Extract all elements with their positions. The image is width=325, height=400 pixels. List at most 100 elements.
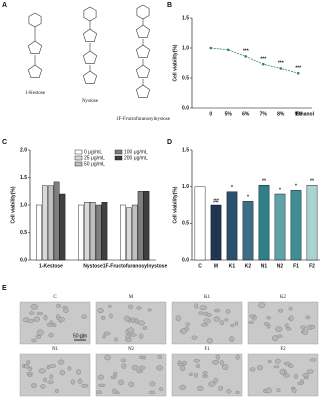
cell bbox=[306, 369, 314, 374]
bar bbox=[83, 202, 90, 261]
cell bbox=[208, 381, 216, 387]
annotation: *** bbox=[243, 49, 249, 55]
cell bbox=[191, 335, 198, 340]
bar bbox=[120, 204, 126, 261]
legend-swatch bbox=[74, 155, 83, 161]
cell bbox=[139, 333, 144, 340]
cell bbox=[156, 365, 164, 371]
x-axis-label: Ethanol bbox=[296, 111, 315, 117]
cell bbox=[36, 311, 44, 316]
bar bbox=[131, 204, 138, 261]
cell bbox=[31, 338, 37, 343]
legend-label: 50 μg/mL bbox=[84, 161, 105, 167]
cell bbox=[288, 364, 294, 368]
cell bbox=[189, 372, 193, 376]
cell bbox=[283, 361, 291, 366]
cell bbox=[142, 326, 148, 330]
image-label: N1 bbox=[52, 347, 59, 352]
bar bbox=[78, 204, 84, 261]
cell bbox=[49, 374, 54, 380]
cell bbox=[305, 315, 311, 320]
bar bbox=[210, 204, 222, 261]
cell bbox=[198, 311, 204, 315]
x-tick-label: 1-Kestose bbox=[39, 263, 63, 269]
cell bbox=[54, 388, 59, 393]
ring bbox=[82, 70, 98, 84]
cell bbox=[288, 306, 293, 311]
cell bbox=[266, 316, 272, 320]
cell bbox=[256, 365, 263, 371]
annotation: ** bbox=[310, 179, 314, 185]
cell bbox=[128, 381, 135, 387]
cell bbox=[195, 364, 201, 368]
cell bbox=[248, 321, 254, 324]
cell bbox=[271, 335, 279, 342]
cell bbox=[26, 360, 31, 365]
cell bbox=[52, 323, 57, 327]
cell bbox=[118, 379, 124, 386]
bar bbox=[137, 191, 144, 261]
cell bbox=[157, 355, 163, 359]
cell bbox=[127, 327, 135, 334]
cell bbox=[249, 367, 256, 372]
cell bbox=[202, 371, 208, 375]
bar bbox=[53, 181, 60, 261]
cell bbox=[302, 373, 310, 378]
cell bbox=[274, 358, 281, 364]
y-tick-label: 2.0 bbox=[20, 147, 27, 153]
data-point bbox=[261, 62, 265, 66]
legend-swatch bbox=[74, 149, 83, 155]
annotation: *** bbox=[295, 66, 301, 72]
cell bbox=[175, 315, 181, 322]
cell bbox=[193, 359, 200, 363]
x-tick-label: 1F-Fructofuranosylnystose bbox=[103, 263, 168, 269]
y-tick-label: 0.0 bbox=[182, 257, 189, 263]
x-tick-label: 6% bbox=[242, 111, 250, 117]
cell bbox=[218, 385, 224, 391]
x-tick-label: 9% bbox=[295, 111, 303, 117]
cell bbox=[179, 384, 186, 391]
ring bbox=[82, 28, 98, 42]
image-label: M bbox=[129, 295, 134, 300]
cell bbox=[275, 326, 283, 332]
panel-label: C bbox=[2, 139, 7, 146]
bar bbox=[226, 191, 238, 261]
cell bbox=[235, 354, 240, 360]
cell bbox=[46, 365, 51, 370]
cell bbox=[22, 317, 30, 323]
cell bbox=[23, 363, 30, 369]
cell bbox=[79, 333, 86, 339]
cell bbox=[302, 329, 309, 335]
ring bbox=[135, 64, 151, 78]
cell bbox=[43, 377, 47, 382]
cell bbox=[180, 328, 187, 335]
scale-bar-label: 50 μm bbox=[73, 333, 87, 339]
cell bbox=[56, 303, 61, 308]
cell bbox=[59, 369, 65, 376]
x-tick-label: 8% bbox=[277, 111, 285, 117]
cell bbox=[77, 378, 83, 384]
cell bbox=[199, 305, 207, 311]
cell bbox=[197, 385, 204, 392]
cell bbox=[58, 317, 65, 322]
annotation: * bbox=[247, 195, 249, 201]
cell bbox=[116, 391, 120, 395]
cell bbox=[202, 374, 209, 378]
x-tick-label: 7% bbox=[260, 111, 268, 117]
cell bbox=[180, 365, 186, 372]
cell bbox=[26, 371, 33, 375]
annotation: * bbox=[295, 184, 297, 190]
image-label: F1 bbox=[204, 347, 210, 352]
legend-label: 200 μg/mL bbox=[124, 155, 148, 161]
ring bbox=[136, 4, 150, 20]
cell bbox=[109, 313, 113, 319]
annotation: ** bbox=[262, 179, 266, 185]
cell bbox=[96, 390, 103, 395]
y-axis-label: Cell viability(%) bbox=[172, 186, 178, 223]
y-tick-label: 1.5 bbox=[20, 175, 27, 181]
x-tick-label: 5% bbox=[225, 111, 233, 117]
annotation: *** bbox=[260, 57, 266, 63]
cell bbox=[102, 335, 106, 339]
legend-swatch bbox=[74, 161, 83, 167]
cell bbox=[139, 355, 143, 359]
